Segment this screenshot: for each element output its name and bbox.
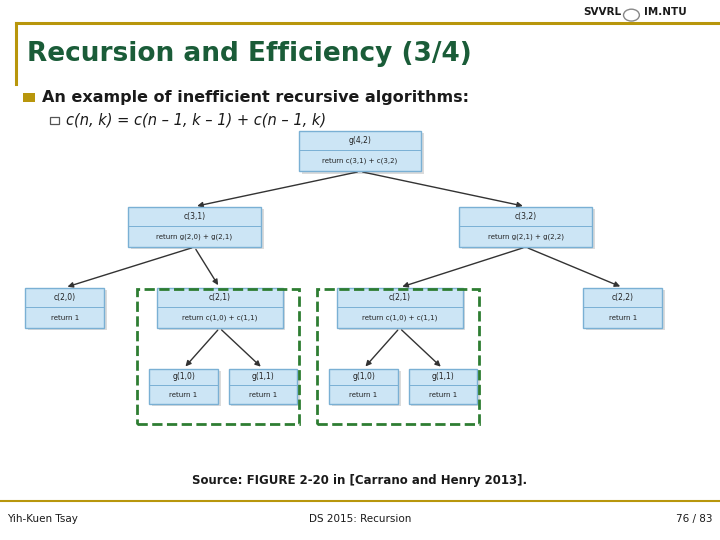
FancyBboxPatch shape: [459, 206, 593, 247]
Text: c(2,0): c(2,0): [54, 293, 76, 302]
Text: c(3,1): c(3,1): [184, 212, 205, 221]
Text: return 1: return 1: [608, 314, 637, 321]
Text: An example of inefficient recursive algorithms:: An example of inefficient recursive algo…: [42, 90, 469, 105]
Text: return c(1,0) + c(1,1): return c(1,0) + c(1,1): [362, 314, 437, 321]
FancyBboxPatch shape: [586, 289, 665, 330]
Text: return 1: return 1: [428, 392, 457, 397]
FancyBboxPatch shape: [330, 369, 397, 404]
Text: c(2,2): c(2,2): [612, 293, 634, 302]
Bar: [50, 117, 59, 124]
Text: return 1: return 1: [248, 392, 277, 397]
FancyBboxPatch shape: [229, 369, 297, 404]
Text: g(1,1): g(1,1): [251, 373, 274, 381]
FancyBboxPatch shape: [28, 289, 107, 330]
FancyBboxPatch shape: [131, 209, 264, 249]
FancyBboxPatch shape: [160, 289, 285, 330]
FancyBboxPatch shape: [25, 287, 104, 328]
Text: IM.NTU: IM.NTU: [644, 7, 687, 17]
Text: g(1,1): g(1,1): [431, 373, 454, 381]
FancyBboxPatch shape: [409, 369, 477, 404]
Text: return 1: return 1: [50, 314, 79, 321]
Text: SVVRL: SVVRL: [583, 7, 621, 17]
Text: g(4,2): g(4,2): [348, 136, 372, 145]
FancyBboxPatch shape: [232, 371, 300, 406]
FancyBboxPatch shape: [153, 371, 220, 406]
Text: DS 2015: Recursion: DS 2015: Recursion: [309, 515, 411, 524]
Text: return 1: return 1: [169, 392, 198, 397]
Text: c(3,2): c(3,2): [515, 212, 536, 221]
Text: return c(3,1) + c(3,2): return c(3,1) + c(3,2): [323, 158, 397, 164]
FancyBboxPatch shape: [150, 369, 217, 404]
Text: 76 / 83: 76 / 83: [676, 515, 713, 524]
Text: Recursion and Efficiency (3/4): Recursion and Efficiency (3/4): [27, 41, 472, 67]
FancyBboxPatch shape: [299, 131, 421, 172]
FancyBboxPatch shape: [412, 371, 480, 406]
Text: return c(1,0) + c(1,1): return c(1,0) + c(1,1): [182, 314, 257, 321]
Text: return g(2,1) + g(2,2): return g(2,1) + g(2,2): [487, 233, 564, 240]
FancyBboxPatch shape: [157, 287, 282, 328]
Text: Yih-Kuen Tsay: Yih-Kuen Tsay: [7, 515, 78, 524]
FancyBboxPatch shape: [337, 287, 463, 328]
FancyBboxPatch shape: [333, 371, 400, 406]
FancyBboxPatch shape: [128, 206, 261, 247]
FancyBboxPatch shape: [340, 289, 466, 330]
Bar: [23, 93, 35, 102]
Text: return g(2,0) + g(2,1): return g(2,0) + g(2,1): [156, 233, 233, 240]
Text: g(1,0): g(1,0): [352, 373, 375, 381]
FancyBboxPatch shape: [583, 287, 662, 328]
Text: return 1: return 1: [349, 392, 378, 397]
Text: c(2,1): c(2,1): [209, 293, 230, 302]
Text: g(1,0): g(1,0): [172, 373, 195, 381]
Text: c(2,1): c(2,1): [389, 293, 410, 302]
FancyBboxPatch shape: [302, 133, 424, 174]
FancyBboxPatch shape: [462, 209, 595, 249]
Text: Source: FIGURE 2-20 in [Carrano and Henry 2013].: Source: FIGURE 2-20 in [Carrano and Henr…: [192, 474, 528, 487]
Text: c(n, k) = c(n – 1, k – 1) + c(n – 1, k): c(n, k) = c(n – 1, k – 1) + c(n – 1, k): [66, 112, 326, 127]
